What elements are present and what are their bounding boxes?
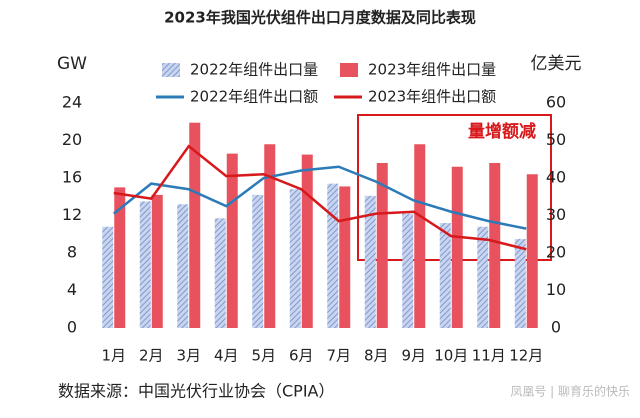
watermark: 凤凰号 | 聊育乐的快乐 xyxy=(510,384,630,399)
bar xyxy=(327,183,339,328)
chart-title: 2023年我国光伏组件出口月度数据及同比表现 xyxy=(164,9,476,27)
x-tick-label: 5月 xyxy=(251,347,276,365)
legend-label: 2022年组件出口额 xyxy=(190,88,318,106)
bar xyxy=(177,204,189,328)
y2-tick-label: 50 xyxy=(546,130,566,149)
bar xyxy=(264,144,276,328)
bar xyxy=(226,153,238,328)
legend-label: 2023年组件出口额 xyxy=(368,88,496,106)
x-tick-label: 6月 xyxy=(289,347,314,365)
legend-swatch xyxy=(340,63,358,77)
x-tick-label: 4月 xyxy=(214,347,239,365)
line xyxy=(112,165,527,230)
y2-tick-label: 20 xyxy=(546,243,566,262)
source: 数据来源：中国光伏行业协会（CPIA） xyxy=(58,382,335,401)
y-tick-label: 8 xyxy=(67,243,77,262)
bar xyxy=(514,238,526,328)
bar xyxy=(414,144,426,328)
y2-tick-label: 60 xyxy=(546,93,566,112)
y-tick-label: 12 xyxy=(62,205,82,224)
bar xyxy=(489,163,501,328)
bar xyxy=(402,213,414,328)
y-tick-label: 16 xyxy=(62,168,82,187)
x-tick-label: 7月 xyxy=(326,347,351,365)
x-tick-label: 9月 xyxy=(401,347,426,365)
bar xyxy=(526,174,538,328)
legend-label: 2022年组件出口量 xyxy=(190,61,318,79)
bar xyxy=(114,187,126,328)
y2-tick-label: 0 xyxy=(551,318,561,337)
bar xyxy=(477,226,489,328)
x-tick-label: 10月 xyxy=(434,347,468,365)
y-tick-label: 0 xyxy=(67,318,77,337)
bar xyxy=(301,154,313,328)
bar xyxy=(102,226,114,328)
bar xyxy=(189,122,201,328)
bar xyxy=(364,195,376,328)
y2-tick-label: 30 xyxy=(546,205,566,224)
bar xyxy=(289,189,301,328)
x-tick-label: 8月 xyxy=(364,347,389,365)
annotation: 量增额减 xyxy=(468,121,536,142)
x-tick-label: 11月 xyxy=(472,347,506,365)
bar xyxy=(214,218,226,328)
y2-axis-unit: 亿美元 xyxy=(531,54,582,74)
bar xyxy=(139,201,151,328)
legend-swatch xyxy=(162,63,180,77)
y-axis-unit: GW xyxy=(57,54,87,74)
line xyxy=(113,144,527,251)
y2-tick-label: 40 xyxy=(546,168,566,187)
bar xyxy=(376,163,388,328)
legend-label: 2023年组件出口量 xyxy=(368,61,496,79)
x-tick-label: 1月 xyxy=(101,347,126,365)
x-tick-label: 12月 xyxy=(509,347,543,365)
bar xyxy=(451,166,463,328)
y-tick-label: 24 xyxy=(62,93,82,112)
bar xyxy=(252,194,264,328)
y-tick-label: 4 xyxy=(67,280,77,299)
bar xyxy=(339,186,351,328)
x-tick-label: 2月 xyxy=(139,347,164,365)
x-tick-label: 3月 xyxy=(176,347,201,365)
bar xyxy=(439,223,451,328)
y2-tick-label: 10 xyxy=(546,280,566,299)
bar xyxy=(151,194,163,328)
y-tick-label: 20 xyxy=(62,130,82,149)
